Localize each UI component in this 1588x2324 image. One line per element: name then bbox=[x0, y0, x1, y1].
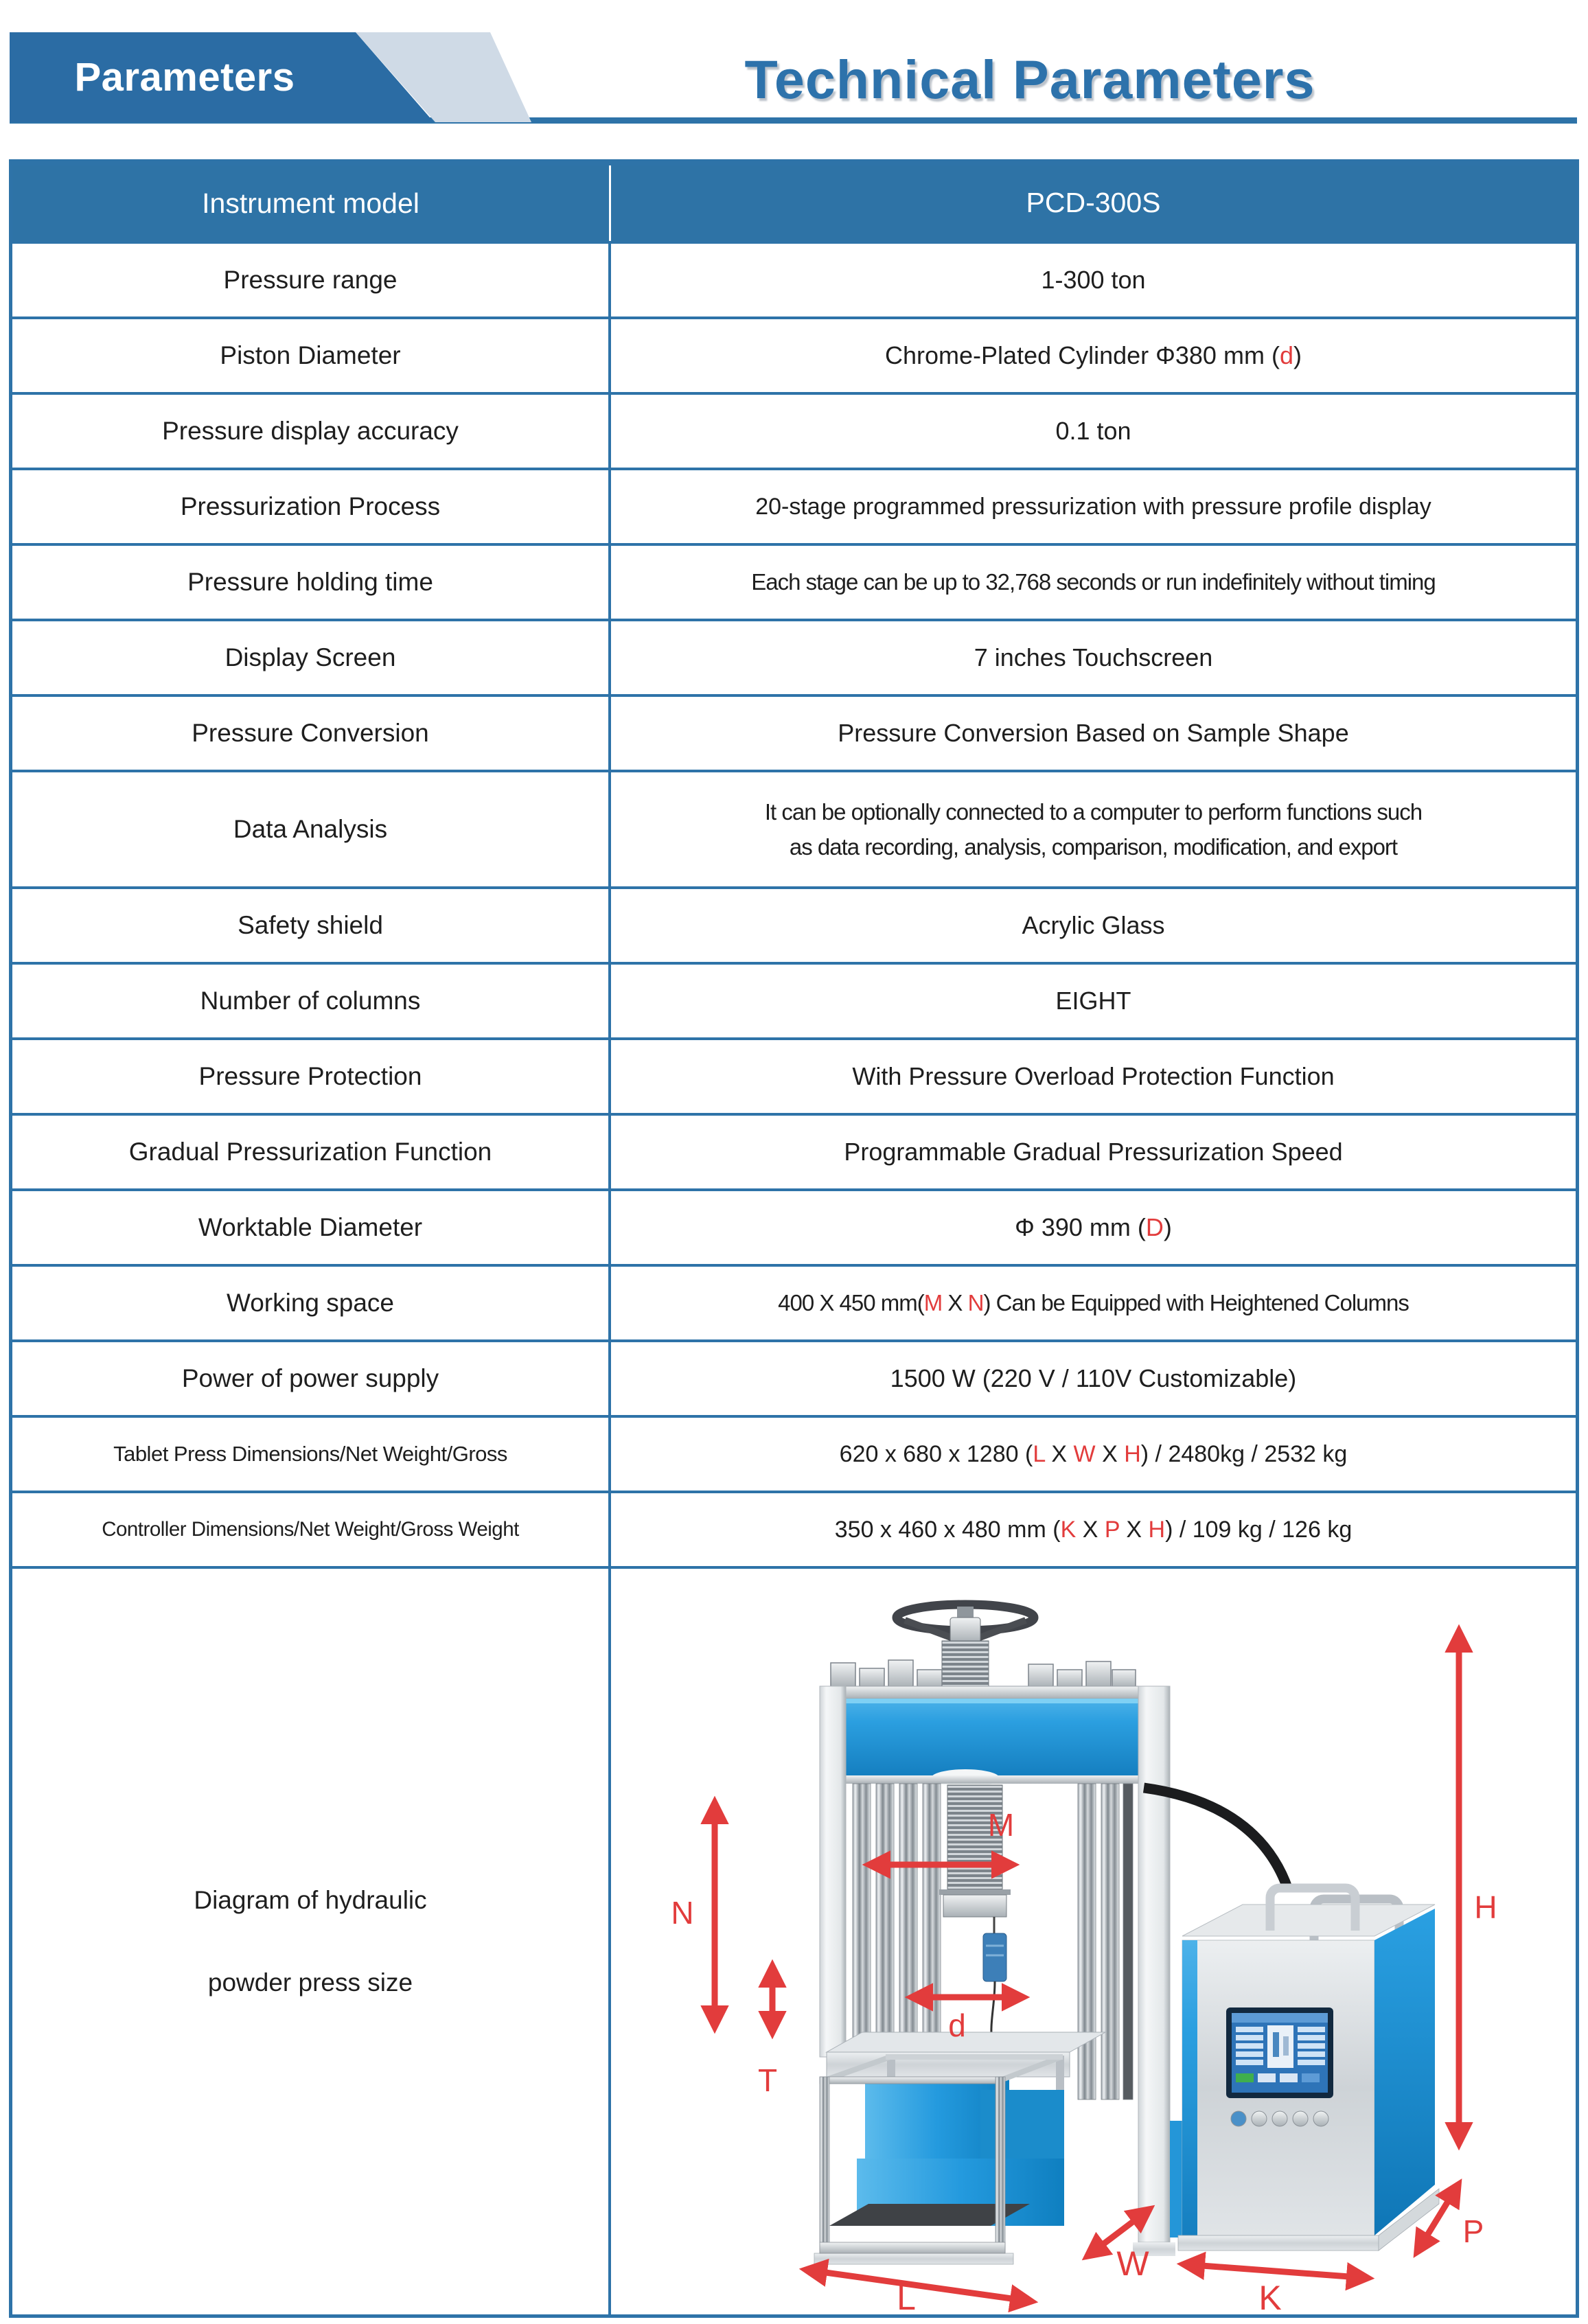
dimension-label-m: M bbox=[988, 1807, 1014, 1843]
crosshead bbox=[846, 1699, 1138, 1775]
safety-cage bbox=[814, 2054, 1063, 2265]
dimension-labels: N T M d L W K P H bbox=[671, 1807, 1497, 2314]
controller-top bbox=[1182, 1904, 1436, 1937]
param-label: Working space bbox=[226, 1289, 395, 1317]
param-value: 620 x 680 x 1280 (L X W X H) / 2480kg / … bbox=[839, 1440, 1348, 1467]
table-row: Power of power supply 1500 W (220 V / 11… bbox=[12, 1339, 1576, 1415]
param-label: Pressure display accuracy bbox=[162, 417, 459, 445]
top-plate bbox=[822, 1686, 1147, 1699]
pressure-sensor bbox=[982, 1917, 1007, 2044]
param-label: Controller Dimensions/Net Weight/Gross W… bbox=[102, 1518, 519, 1541]
header-rule bbox=[10, 117, 1577, 124]
param-value: 7 inches Touchscreen bbox=[974, 643, 1213, 672]
dimension-label-w: W bbox=[1116, 2244, 1149, 2283]
param-value: 1500 W (220 V / 110V Customizable) bbox=[890, 1364, 1297, 1393]
param-value: Each stage can be up to 32,768 seconds o… bbox=[751, 569, 1436, 595]
param-value: With Pressure Overload Protection Functi… bbox=[852, 1062, 1335, 1091]
spec-table: Instrument model PCD-300S Pressure range… bbox=[9, 159, 1579, 2318]
param-value: 1-300 ton bbox=[1041, 266, 1146, 295]
param-label: Worktable Diameter bbox=[198, 1213, 423, 1241]
controller-screen bbox=[1226, 2007, 1333, 2098]
param-label: Power of power supply bbox=[181, 1364, 439, 1392]
controller-base bbox=[1177, 2235, 1379, 2251]
param-value: It can be optionally connected to a comp… bbox=[764, 798, 1423, 860]
press-size-diagram: N T M d L W K P H bbox=[671, 1600, 1497, 2314]
table-row: Controller Dimensions/Net Weight/Gross W… bbox=[12, 1491, 1576, 1566]
param-value: Acrylic Glass bbox=[1022, 911, 1165, 940]
param-label: Pressure Conversion bbox=[192, 719, 429, 747]
dimension-label-d: d bbox=[948, 2007, 966, 2043]
table-row: Display Screen 7 inches Touchscreen bbox=[12, 619, 1576, 694]
param-value: Chrome-Plated Cylinder Φ380 mm (d) bbox=[885, 341, 1302, 370]
table-row: Pressure Protection With Pressure Overlo… bbox=[12, 1037, 1576, 1113]
controller-buttons bbox=[1230, 2110, 1329, 2127]
dimension-label-p: P bbox=[1463, 2213, 1484, 2249]
page-title: Technical Parameters bbox=[744, 49, 1315, 110]
table-row: Worktable Diameter Φ 390 mm (D) bbox=[12, 1188, 1576, 1264]
handwheel bbox=[892, 1600, 1039, 1644]
right-post bbox=[1138, 1686, 1171, 2243]
table-row: Pressure holding time Each stage can be … bbox=[12, 543, 1576, 619]
dimension-arrow-p bbox=[1413, 2178, 1462, 2258]
front-handle bbox=[1265, 1883, 1360, 1931]
param-label: Pressurization Process bbox=[180, 492, 441, 520]
table-row: Gradual Pressurization Function Programm… bbox=[12, 1113, 1576, 1188]
dimension-arrow-w bbox=[1081, 2205, 1155, 2261]
param-value: EIGHT bbox=[1055, 987, 1131, 1015]
param-value: 350 x 460 x 480 mm (K X P X H) / 109 kg … bbox=[834, 1516, 1353, 1543]
param-label: Safety shield bbox=[238, 911, 383, 939]
param-label: Data Analysis bbox=[233, 815, 388, 843]
param-value: Φ 390 mm (D) bbox=[1015, 1213, 1172, 1242]
diagram-caption: Diagram of hydraulic powder press size bbox=[12, 1569, 611, 2314]
param-value: Pressure Conversion Based on Sample Shap… bbox=[838, 719, 1349, 748]
table-row: Pressurization Process 20-stage programm… bbox=[12, 468, 1576, 543]
dimension-arrow-l bbox=[798, 2258, 1039, 2313]
param-label: Pressure holding time bbox=[187, 568, 433, 596]
param-label: Display Screen bbox=[225, 643, 396, 671]
table-row: Working space 400 X 450 mm(M X N) Can be… bbox=[12, 1264, 1576, 1339]
param-label: Pressure Protection bbox=[198, 1062, 422, 1090]
dimension-arrow-k bbox=[1176, 2251, 1375, 2291]
dimension-label-l: L bbox=[897, 2279, 916, 2314]
param-label: Instrument model bbox=[202, 187, 419, 219]
diagram-cell: N T M d L W K P H bbox=[611, 1569, 1576, 2314]
table-row: Number of columns EIGHT bbox=[12, 962, 1576, 1037]
param-label: Gradual Pressurization Function bbox=[128, 1138, 492, 1166]
table-row: Pressure range 1-300 ton bbox=[12, 241, 1576, 317]
param-label: Piston Diameter bbox=[220, 341, 401, 369]
param-value: 20-stage programmed pressurization with … bbox=[755, 493, 1431, 520]
param-label: Pressure range bbox=[223, 266, 398, 294]
dimension-label-t: T bbox=[758, 2062, 777, 2098]
dimension-arrows bbox=[700, 1624, 1473, 2313]
param-label: Tablet Press Dimensions/Net Weight/Gross bbox=[113, 1442, 507, 1466]
diagram-row: Diagram of hydraulic powder press size bbox=[12, 1566, 1576, 2314]
table-row: Instrument model PCD-300S bbox=[12, 163, 1576, 241]
banner-label: Parameters bbox=[74, 55, 295, 100]
dimension-label-k: K bbox=[1258, 2279, 1281, 2314]
param-value: 400 X 450 mm(M X N) Can be Equipped with… bbox=[778, 1290, 1409, 1316]
banner-shape: Parameters bbox=[10, 32, 434, 122]
param-label: Number of columns bbox=[200, 987, 421, 1015]
param-value: Programmable Gradual Pressurization Spee… bbox=[844, 1138, 1343, 1166]
piston bbox=[939, 1784, 1011, 1918]
param-value: PCD-300S bbox=[1026, 187, 1161, 219]
dimension-label-h: H bbox=[1474, 1889, 1497, 1925]
power-cable bbox=[1142, 1782, 1293, 1891]
controller-illustration bbox=[1177, 1883, 1440, 2251]
parameters-banner: Parameters bbox=[10, 32, 545, 122]
press-illustration bbox=[814, 1600, 1293, 2265]
table-row: Safety shield Acrylic Glass bbox=[12, 886, 1576, 962]
param-value: 0.1 ton bbox=[1055, 417, 1131, 446]
table-row: Data Analysis It can be optionally conne… bbox=[12, 770, 1576, 886]
lead-screw bbox=[941, 1640, 989, 1688]
table-row: Piston Diameter Chrome-Plated Cylinder Φ… bbox=[12, 317, 1576, 392]
dimension-label-n: N bbox=[671, 1895, 693, 1931]
table-row: Pressure Conversion Pressure Conversion … bbox=[12, 694, 1576, 770]
table-row: Pressure display accuracy 0.1 ton bbox=[12, 392, 1576, 468]
table-row: Tablet Press Dimensions/Net Weight/Gross… bbox=[12, 1415, 1576, 1491]
controller-side bbox=[1374, 1909, 1435, 2235]
chrome-columns bbox=[852, 1783, 1134, 2100]
left-post bbox=[819, 1686, 847, 2058]
